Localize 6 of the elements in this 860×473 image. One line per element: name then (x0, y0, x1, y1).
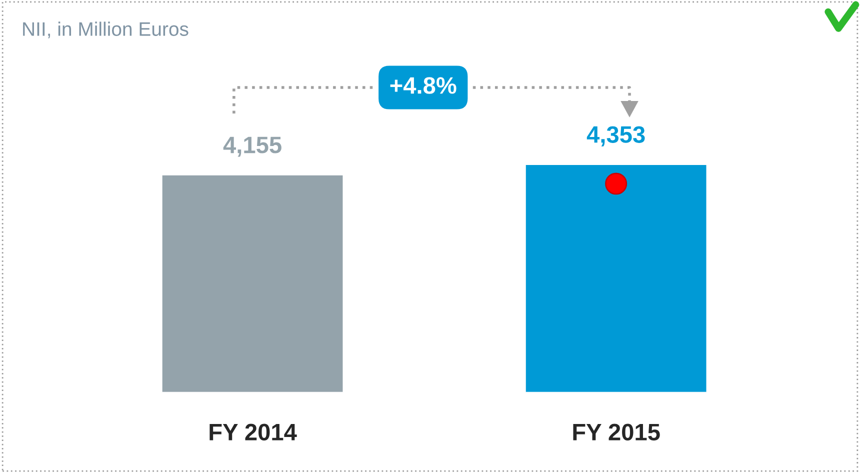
text: +4.8% (390, 77, 456, 94)
data-label: 4,155 (223, 136, 282, 157)
data-label: 4,353 (586, 126, 645, 146)
x-tick-label: FY 2014 (210, 424, 297, 440)
x-tick-label: FY 2015 (573, 424, 660, 440)
chart-title: NII, in Million Euros (23, 22, 188, 38)
